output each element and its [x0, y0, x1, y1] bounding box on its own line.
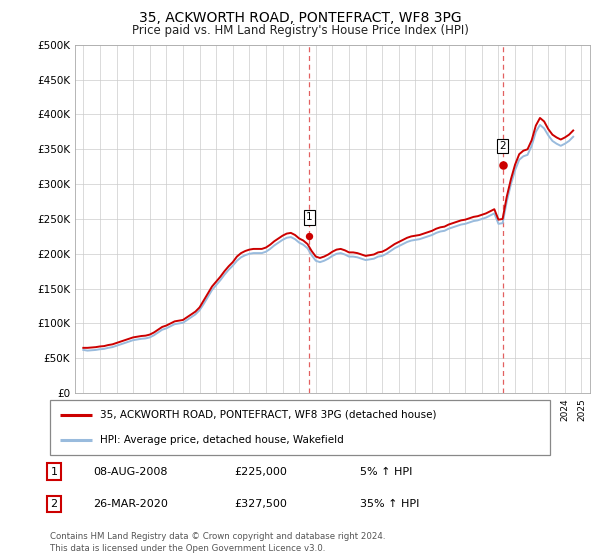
Text: 35, ACKWORTH ROAD, PONTEFRACT, WF8 3PG (detached house): 35, ACKWORTH ROAD, PONTEFRACT, WF8 3PG (… [100, 410, 436, 419]
Text: 5% ↑ HPI: 5% ↑ HPI [360, 466, 412, 477]
Point [498, 161, 508, 170]
Text: Contains HM Land Registry data © Crown copyright and database right 2024.
This d: Contains HM Land Registry data © Crown c… [50, 533, 385, 553]
Text: 08-AUG-2008: 08-AUG-2008 [93, 466, 167, 477]
Text: 1: 1 [306, 212, 313, 222]
Text: 35, ACKWORTH ROAD, PONTEFRACT, WF8 3PG: 35, ACKWORTH ROAD, PONTEFRACT, WF8 3PG [139, 11, 461, 25]
Point [304, 232, 314, 241]
Text: 2: 2 [499, 141, 506, 151]
Text: 1: 1 [50, 466, 58, 477]
Text: 35% ↑ HPI: 35% ↑ HPI [360, 499, 419, 509]
Text: HPI: Average price, detached house, Wakefield: HPI: Average price, detached house, Wake… [100, 435, 344, 445]
Text: £225,000: £225,000 [234, 466, 287, 477]
Text: £327,500: £327,500 [234, 499, 287, 509]
Text: 2: 2 [50, 499, 58, 509]
Text: Price paid vs. HM Land Registry's House Price Index (HPI): Price paid vs. HM Land Registry's House … [131, 24, 469, 36]
Text: 26-MAR-2020: 26-MAR-2020 [93, 499, 168, 509]
